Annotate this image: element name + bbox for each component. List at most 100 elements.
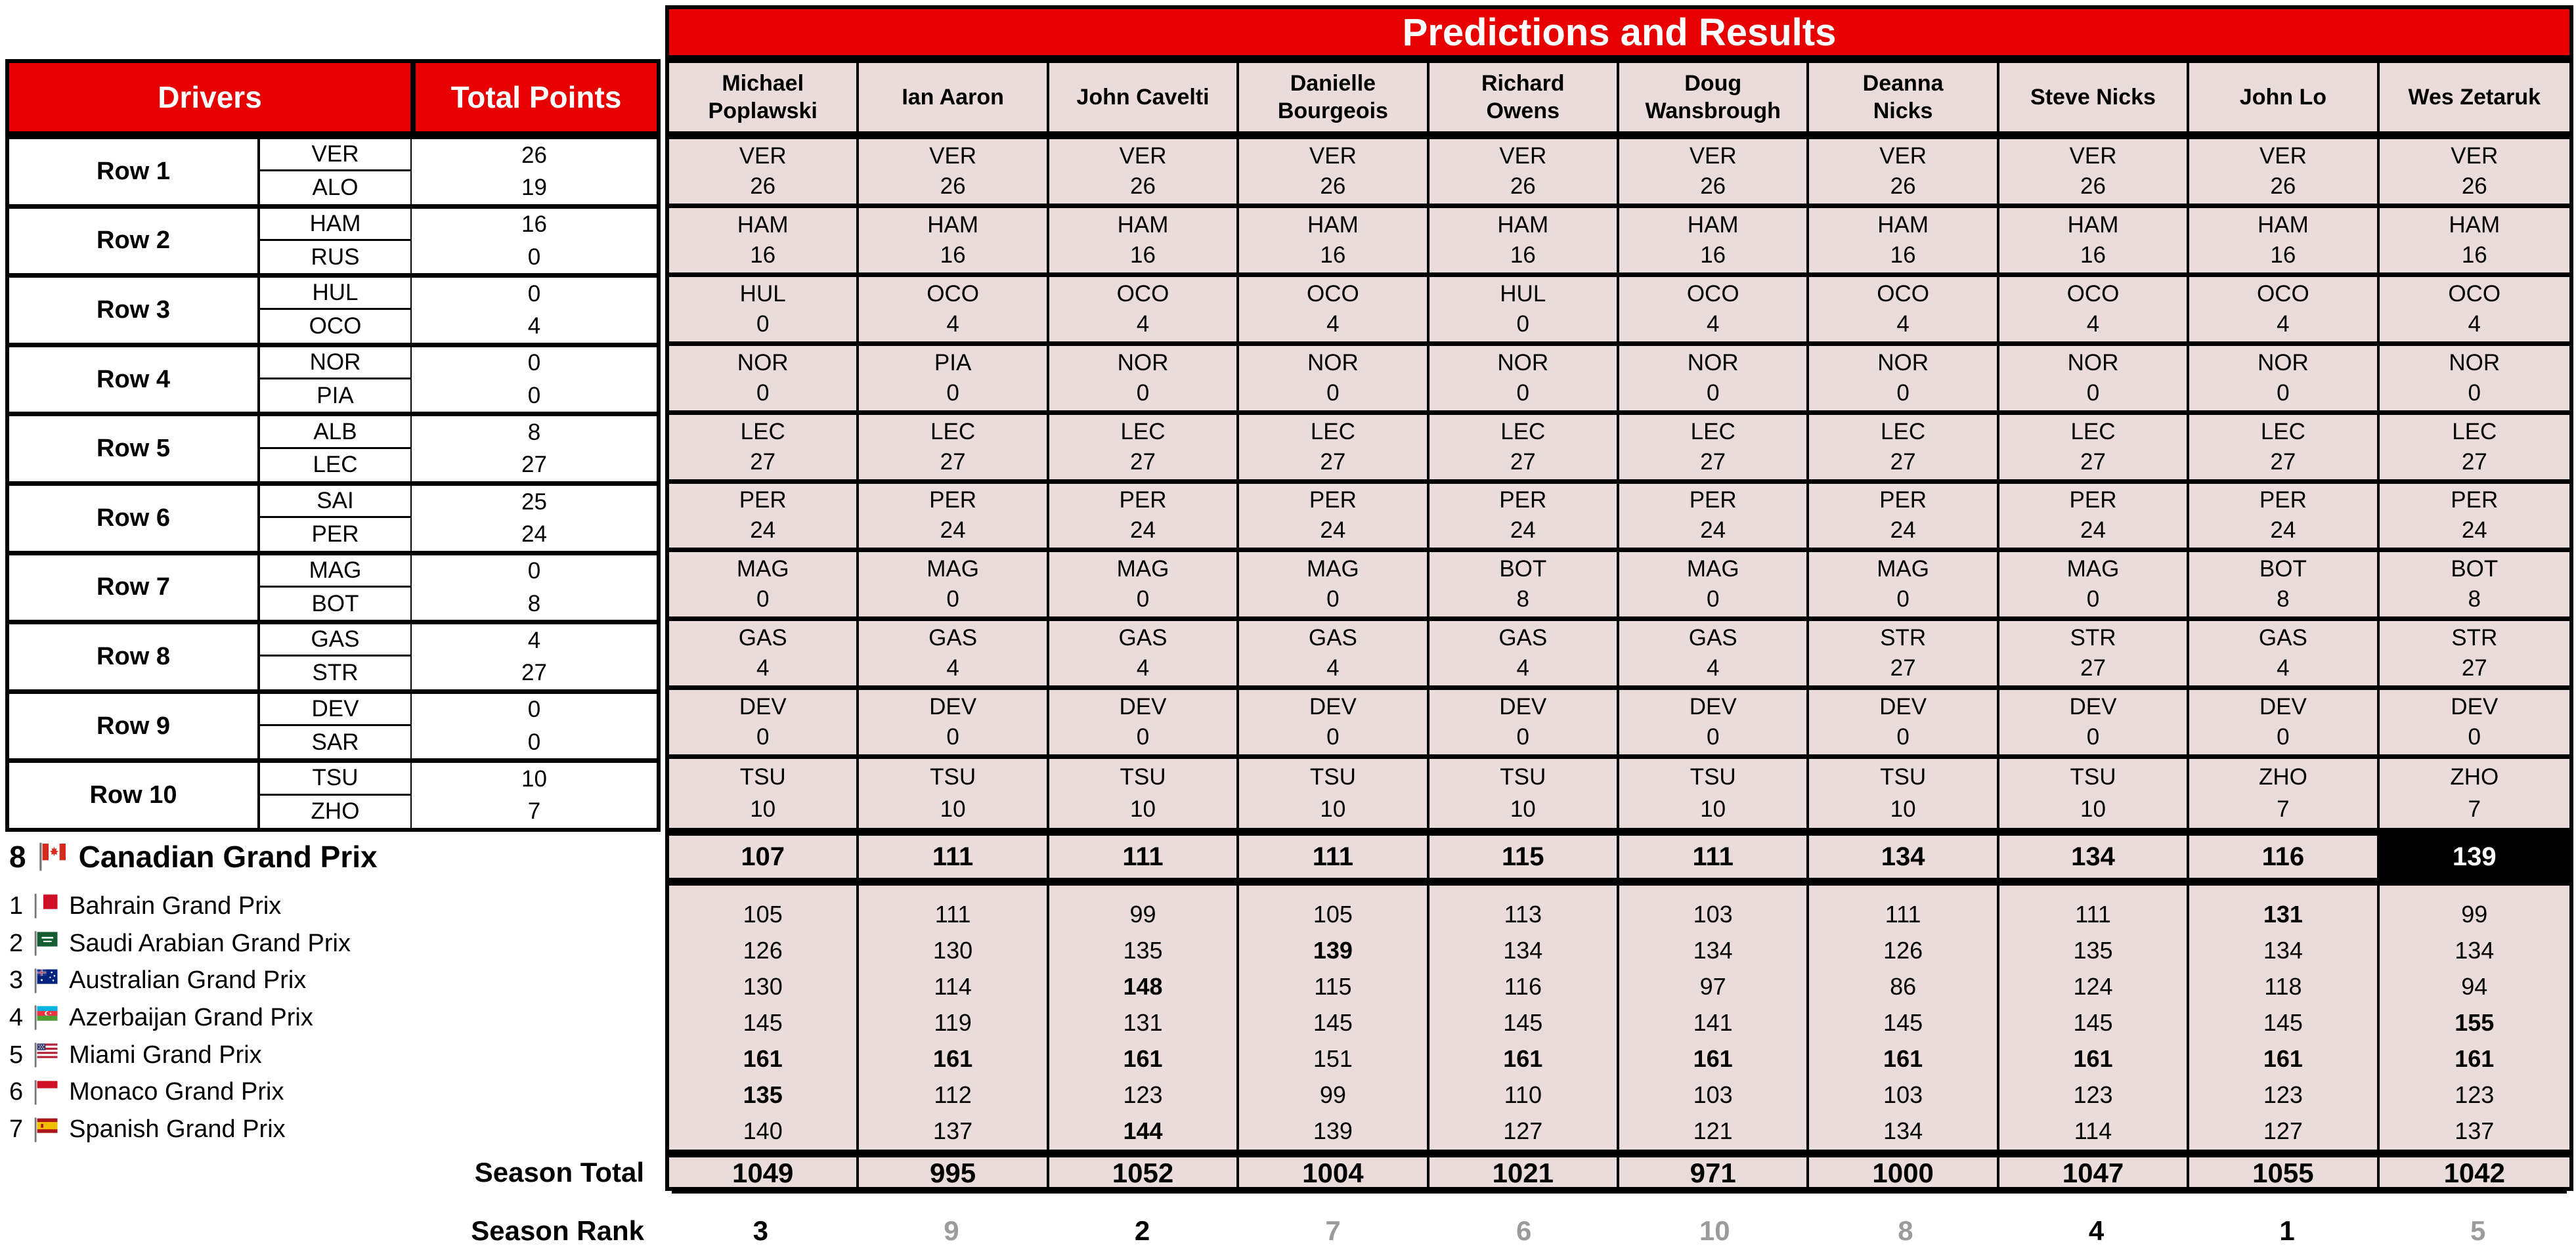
driver-row-label[interactable]: Row 8 (9, 624, 259, 689)
current-race-score-cell[interactable]: 111 (1239, 836, 1430, 878)
prediction-cell[interactable]: MAG 0 (669, 552, 860, 622)
driver-points-cell[interactable]: 4 (527, 627, 541, 653)
driver-code-cell[interactable]: LEC (259, 448, 412, 481)
prediction-cell[interactable]: OCO 4 (859, 276, 1049, 346)
driver-points-cell[interactable]: 8 (527, 590, 541, 616)
prediction-cell[interactable]: HAM 16 (1619, 207, 1810, 277)
season-total-cell[interactable]: 1021 (1430, 1157, 1619, 1189)
prediction-cell[interactable]: DEV 0 (1429, 690, 1619, 760)
prediction-cell[interactable]: MAG 0 (859, 552, 1049, 622)
prediction-cell[interactable]: GAS 4 (1429, 621, 1619, 691)
prediction-cell[interactable]: MAG 0 (1049, 552, 1240, 622)
prediction-cell[interactable]: DEV 0 (859, 690, 1049, 760)
prediction-cell[interactable]: HAM 16 (669, 207, 860, 277)
driver-code-cell[interactable]: PIA (259, 379, 412, 412)
prediction-cell[interactable]: STR 27 (2379, 621, 2569, 691)
prediction-cell[interactable]: OCO 4 (1619, 276, 1810, 346)
prediction-cell[interactable]: OCO 4 (1809, 276, 1999, 346)
prediction-cell[interactable]: BOT 8 (2189, 552, 2380, 622)
past-race-score-column[interactable]: 103 134 97 141 161 103 121 (1619, 886, 1810, 1150)
prediction-cell[interactable]: PER 24 (1239, 483, 1430, 553)
driver-points-cell[interactable]: 19 (521, 174, 547, 200)
prediction-cell[interactable]: PER 24 (859, 483, 1049, 553)
driver-code-cell[interactable]: TSU (259, 763, 412, 796)
driver-code-cell[interactable]: STR (259, 657, 412, 689)
prediction-cell[interactable]: VER 26 (1239, 139, 1430, 208)
driver-points-cell[interactable]: 0 (527, 280, 541, 307)
prediction-cell[interactable]: TSU 10 (859, 759, 1049, 828)
player-name-header[interactable]: John Cavelti (1049, 63, 1240, 131)
prediction-cell[interactable]: TSU 10 (669, 759, 860, 828)
prediction-cell[interactable]: PER 24 (1429, 483, 1619, 553)
prediction-cell[interactable]: GAS 4 (859, 621, 1049, 691)
player-name-header[interactable]: Michael Poplawski (669, 63, 860, 131)
prediction-cell[interactable]: STR 27 (1809, 621, 1999, 691)
past-race-score-column[interactable]: 99 135 148 131 161 123 144 (1049, 886, 1240, 1150)
driver-code-cell[interactable]: HAM (259, 208, 412, 241)
prediction-cell[interactable]: DEV 0 (1999, 690, 2190, 760)
season-rank-cell[interactable]: 4 (2088, 1215, 2105, 1246)
prediction-cell[interactable]: BOT 8 (2379, 552, 2569, 622)
driver-row-label[interactable]: Row 1 (9, 139, 259, 204)
prediction-cell[interactable]: PER 24 (1809, 483, 1999, 553)
prediction-cell[interactable]: HAM 16 (1429, 207, 1619, 277)
prediction-cell[interactable]: HAM 16 (2189, 207, 2380, 277)
driver-points-cell[interactable]: 8 (527, 420, 541, 446)
player-name-header[interactable]: Steve Nicks (1999, 63, 2190, 131)
prediction-cell[interactable]: NOR 0 (1809, 345, 1999, 415)
player-name-header[interactable]: Doug Wansbrough (1619, 63, 1810, 131)
prediction-cell[interactable]: PIA 0 (859, 345, 1049, 415)
prediction-cell[interactable]: DEV 0 (1619, 690, 1810, 760)
season-total-cell[interactable]: 1055 (2189, 1157, 2380, 1189)
driver-points-cell[interactable]: 24 (521, 521, 547, 547)
driver-row-label[interactable]: Row 2 (9, 208, 259, 274)
season-rank-cell[interactable]: 2 (1134, 1215, 1150, 1246)
prediction-cell[interactable]: TSU 10 (1239, 759, 1430, 828)
prediction-cell[interactable]: HAM 16 (2379, 208, 2569, 277)
prediction-cell[interactable]: LEC 27 (1049, 414, 1240, 484)
driver-row-label[interactable]: Row 10 (9, 763, 259, 828)
season-rank-cell[interactable]: 6 (1516, 1215, 1532, 1246)
prediction-cell[interactable]: HAM 16 (1999, 207, 2190, 277)
player-name-header[interactable]: Danielle Bourgeois (1239, 63, 1430, 131)
current-race-score-cell[interactable]: 134 (1999, 836, 2190, 878)
driver-code-cell[interactable]: GAS (259, 624, 412, 657)
season-rank-cell[interactable]: 7 (1325, 1215, 1341, 1246)
past-race-score-column[interactable]: 99 134 94 155 161 123 137 (2380, 886, 2569, 1150)
driver-code-cell[interactable]: ALB (259, 416, 412, 449)
prediction-cell[interactable]: LEC 27 (1809, 414, 1999, 484)
prediction-cell[interactable]: VER 26 (859, 139, 1049, 208)
prediction-cell[interactable]: NOR 0 (1619, 345, 1810, 415)
season-total-cell[interactable]: 971 (1619, 1157, 1810, 1189)
prediction-cell[interactable]: TSU 10 (1809, 759, 1999, 828)
driver-points-cell[interactable]: 0 (527, 350, 541, 376)
prediction-cell[interactable]: OCO 4 (1999, 276, 2190, 346)
prediction-cell[interactable]: DEV 0 (2379, 690, 2569, 760)
driver-points-cell[interactable]: 0 (527, 697, 541, 723)
prediction-cell[interactable]: HUL 0 (669, 276, 860, 346)
prediction-cell[interactable]: GAS 4 (669, 621, 860, 691)
season-total-cell[interactable]: 1042 (2443, 1157, 2505, 1188)
prediction-cell[interactable]: MAG 0 (1239, 552, 1430, 622)
driver-points-cell[interactable]: 27 (521, 660, 547, 686)
prediction-cell[interactable]: LEC 27 (2189, 414, 2380, 484)
driver-code-cell[interactable]: RUS (259, 240, 412, 274)
prediction-cell[interactable]: NOR 0 (1429, 345, 1619, 415)
prediction-cell[interactable]: HAM 16 (859, 207, 1049, 277)
driver-row-label[interactable]: Row 5 (9, 416, 259, 481)
season-total-cell[interactable]: 1047 (1999, 1157, 2190, 1189)
prediction-cell[interactable]: ZHO 7 (2380, 759, 2569, 828)
past-race-score-column[interactable]: 113 134 116 145 161 110 127 (1430, 886, 1619, 1150)
driver-row-label[interactable]: Row 7 (9, 555, 259, 620)
driver-code-cell[interactable]: ALO (259, 171, 412, 204)
driver-points-cell[interactable]: 25 (521, 488, 547, 515)
season-total-cell[interactable]: 995 (859, 1157, 1049, 1189)
season-total-cell[interactable]: 1004 (1239, 1157, 1430, 1189)
prediction-cell[interactable]: HAM 16 (1809, 207, 1999, 277)
prediction-cell[interactable]: OCO 4 (2379, 277, 2569, 346)
player-name-header[interactable]: Richard Owens (1430, 63, 1619, 131)
driver-code-cell[interactable]: DEV (259, 693, 412, 727)
player-name-header[interactable]: Deanna Nicks (1809, 63, 1999, 131)
prediction-cell[interactable]: VER 26 (1999, 139, 2190, 208)
season-rank-cell[interactable]: 9 (944, 1215, 959, 1246)
